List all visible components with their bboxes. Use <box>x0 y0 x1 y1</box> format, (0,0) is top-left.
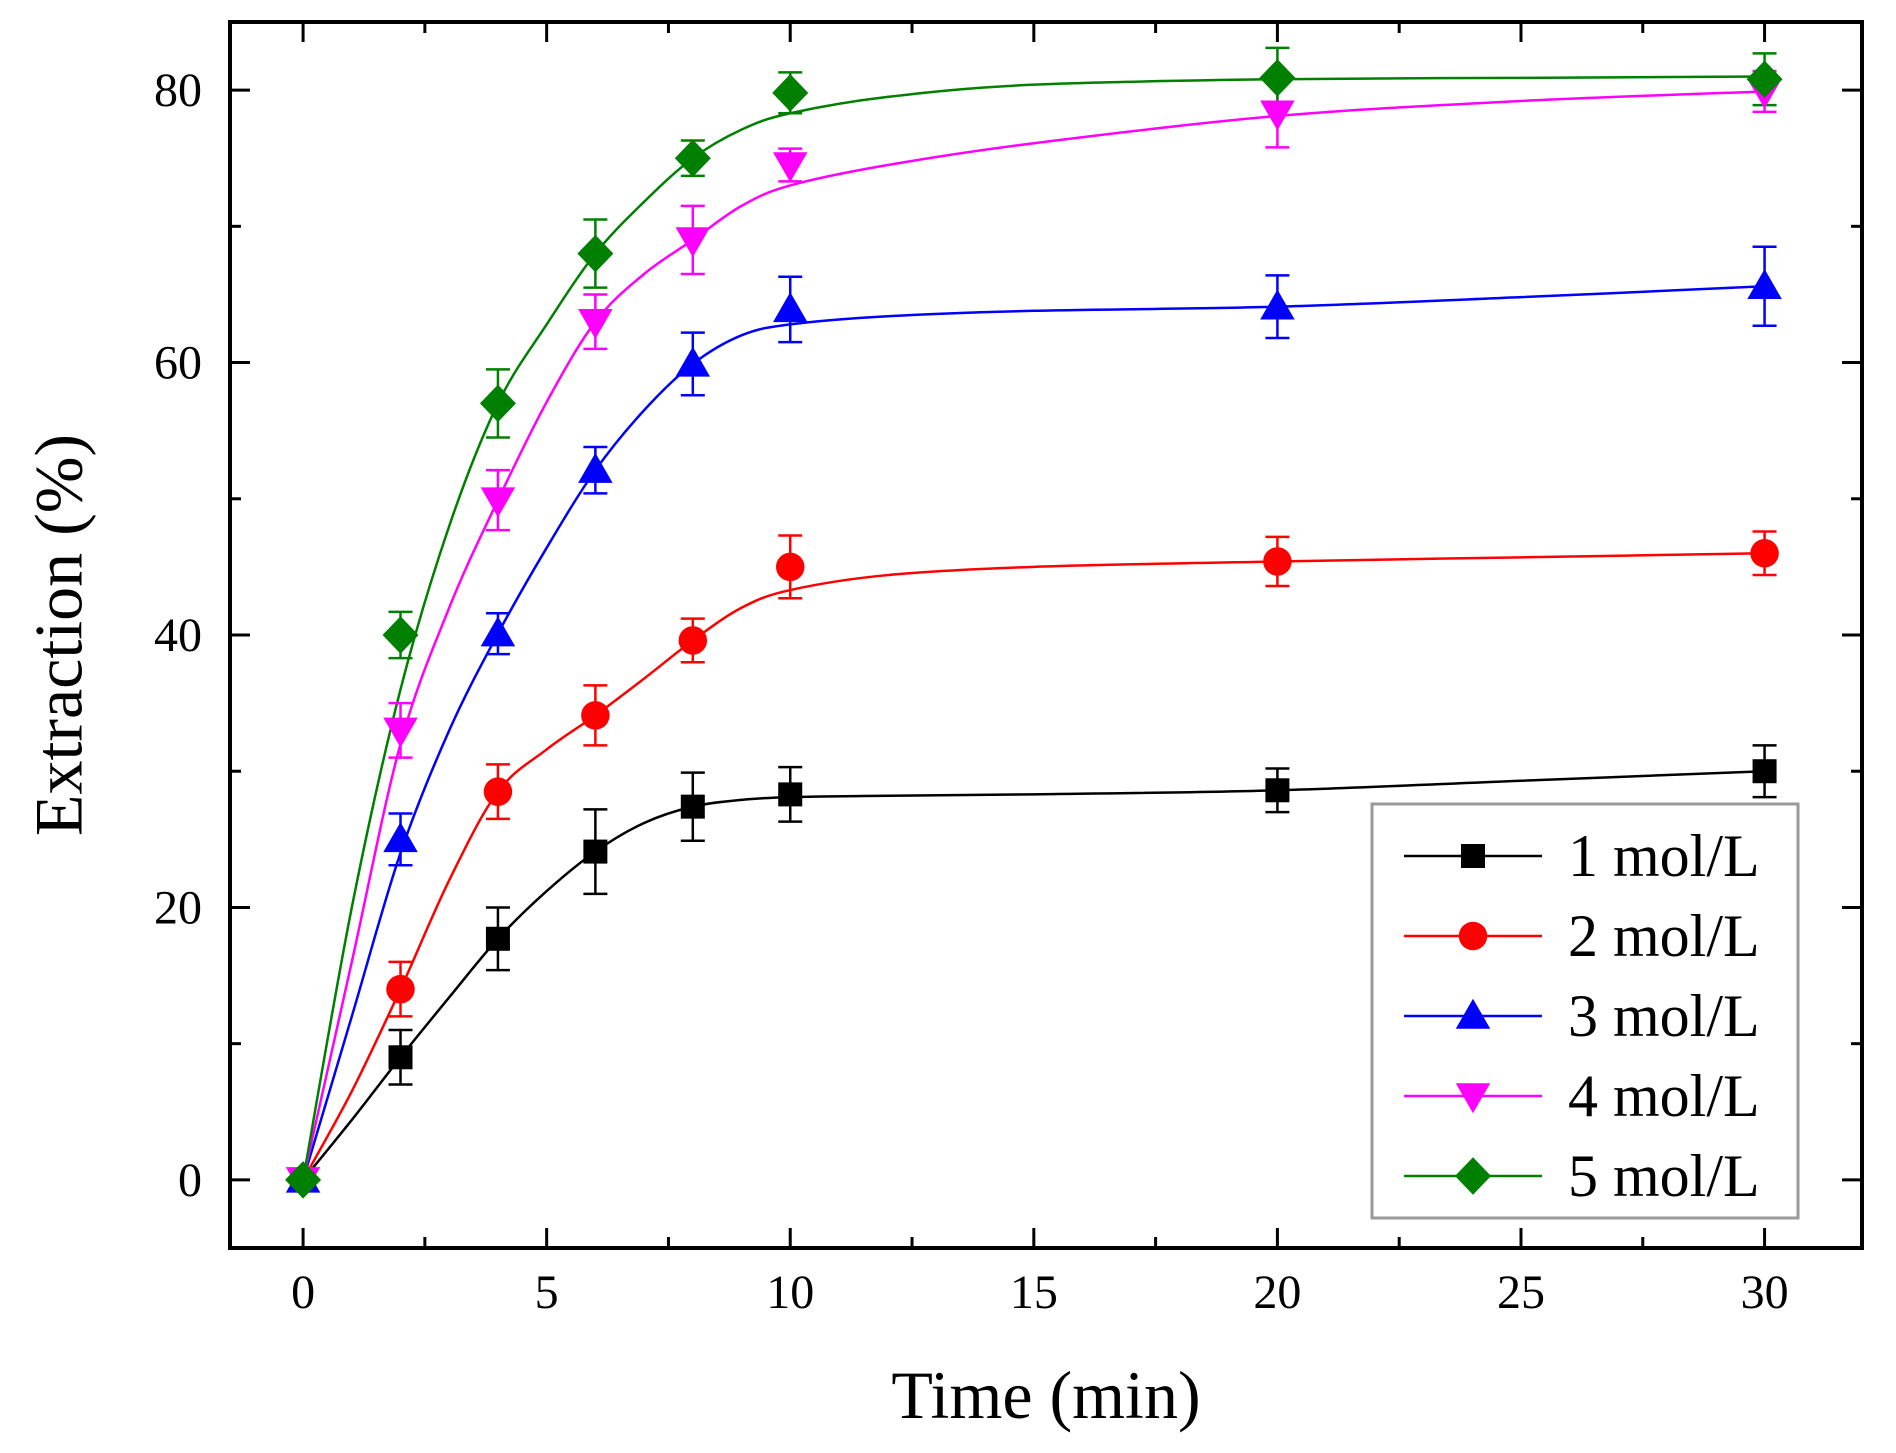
data-point <box>578 452 613 483</box>
data-point <box>485 926 510 951</box>
data-markers <box>285 59 1783 1199</box>
x-tick-label: 30 <box>1741 1266 1789 1319</box>
x-tick-label: 10 <box>766 1266 814 1319</box>
data-point <box>285 1161 322 1199</box>
x-tick-label: 15 <box>1010 1266 1058 1319</box>
data-point <box>674 139 711 177</box>
data-point <box>772 74 809 112</box>
data-point <box>386 974 415 1004</box>
legend-label: 3 mol/L <box>1568 983 1760 1049</box>
legend-label: 4 mol/L <box>1568 1063 1760 1129</box>
data-point <box>680 794 705 819</box>
data-point <box>778 782 803 807</box>
data-point <box>583 839 608 864</box>
legend-marker <box>1455 998 1491 1029</box>
x-tick-label: 25 <box>1497 1266 1545 1319</box>
data-point <box>1263 547 1292 576</box>
data-point <box>383 717 418 748</box>
legend-marker <box>1455 1157 1491 1195</box>
data-point <box>479 384 516 423</box>
data-point <box>577 234 614 273</box>
data-point <box>480 487 516 518</box>
data-point <box>772 152 808 183</box>
data-point <box>1752 759 1777 784</box>
y-tick-label: 60 <box>154 337 202 390</box>
data-point <box>578 308 613 339</box>
data-point <box>1750 539 1779 568</box>
y-tick-label: 20 <box>154 881 202 934</box>
legend-label: 5 mol/L <box>1568 1143 1760 1209</box>
legend-marker <box>1461 844 1485 868</box>
data-point <box>1260 289 1295 320</box>
data-point <box>772 292 808 323</box>
data-point <box>388 1045 413 1070</box>
data-point <box>382 616 419 654</box>
legend-marker <box>1458 921 1488 951</box>
legend-box <box>1370 802 1800 1220</box>
legend-label: 1 mol/L <box>1568 823 1760 889</box>
axis-ticks: 0 5 10 15 20 25 30 0 20 40 60 80 <box>154 22 1862 1319</box>
x-tick-label: 0 <box>291 1266 315 1319</box>
x-axis-label: Time (min) <box>891 1357 1200 1433</box>
fit-curve-2 <box>301 552 1765 1181</box>
data-point <box>483 777 513 806</box>
fit-curve-1 <box>302 769 1765 1181</box>
data-point <box>383 822 418 853</box>
data-point <box>675 346 711 377</box>
y-tick-label: 0 <box>178 1154 202 1207</box>
y-tick-label: 80 <box>154 64 202 117</box>
data-point <box>775 552 805 582</box>
data-point <box>1259 59 1296 97</box>
data-point <box>678 626 708 655</box>
legend-marker <box>1455 1083 1491 1114</box>
x-tick-label: 20 <box>1253 1266 1301 1319</box>
legend-label: 2 mol/L <box>1568 903 1760 969</box>
y-axis-label: Extraction (%) <box>21 434 97 836</box>
y-tick-label: 40 <box>154 609 202 662</box>
data-point <box>480 616 516 647</box>
data-point <box>1265 778 1290 803</box>
data-point <box>675 227 711 258</box>
data-point <box>1747 269 1782 300</box>
legend: 1 mol/L 2 mol/L 3 mol/L 4 mol/L 5 mol/L <box>1370 802 1800 1220</box>
data-point <box>581 701 610 730</box>
x-tick-label: 5 <box>535 1266 559 1319</box>
data-point <box>1746 60 1783 98</box>
data-point <box>1260 100 1295 131</box>
